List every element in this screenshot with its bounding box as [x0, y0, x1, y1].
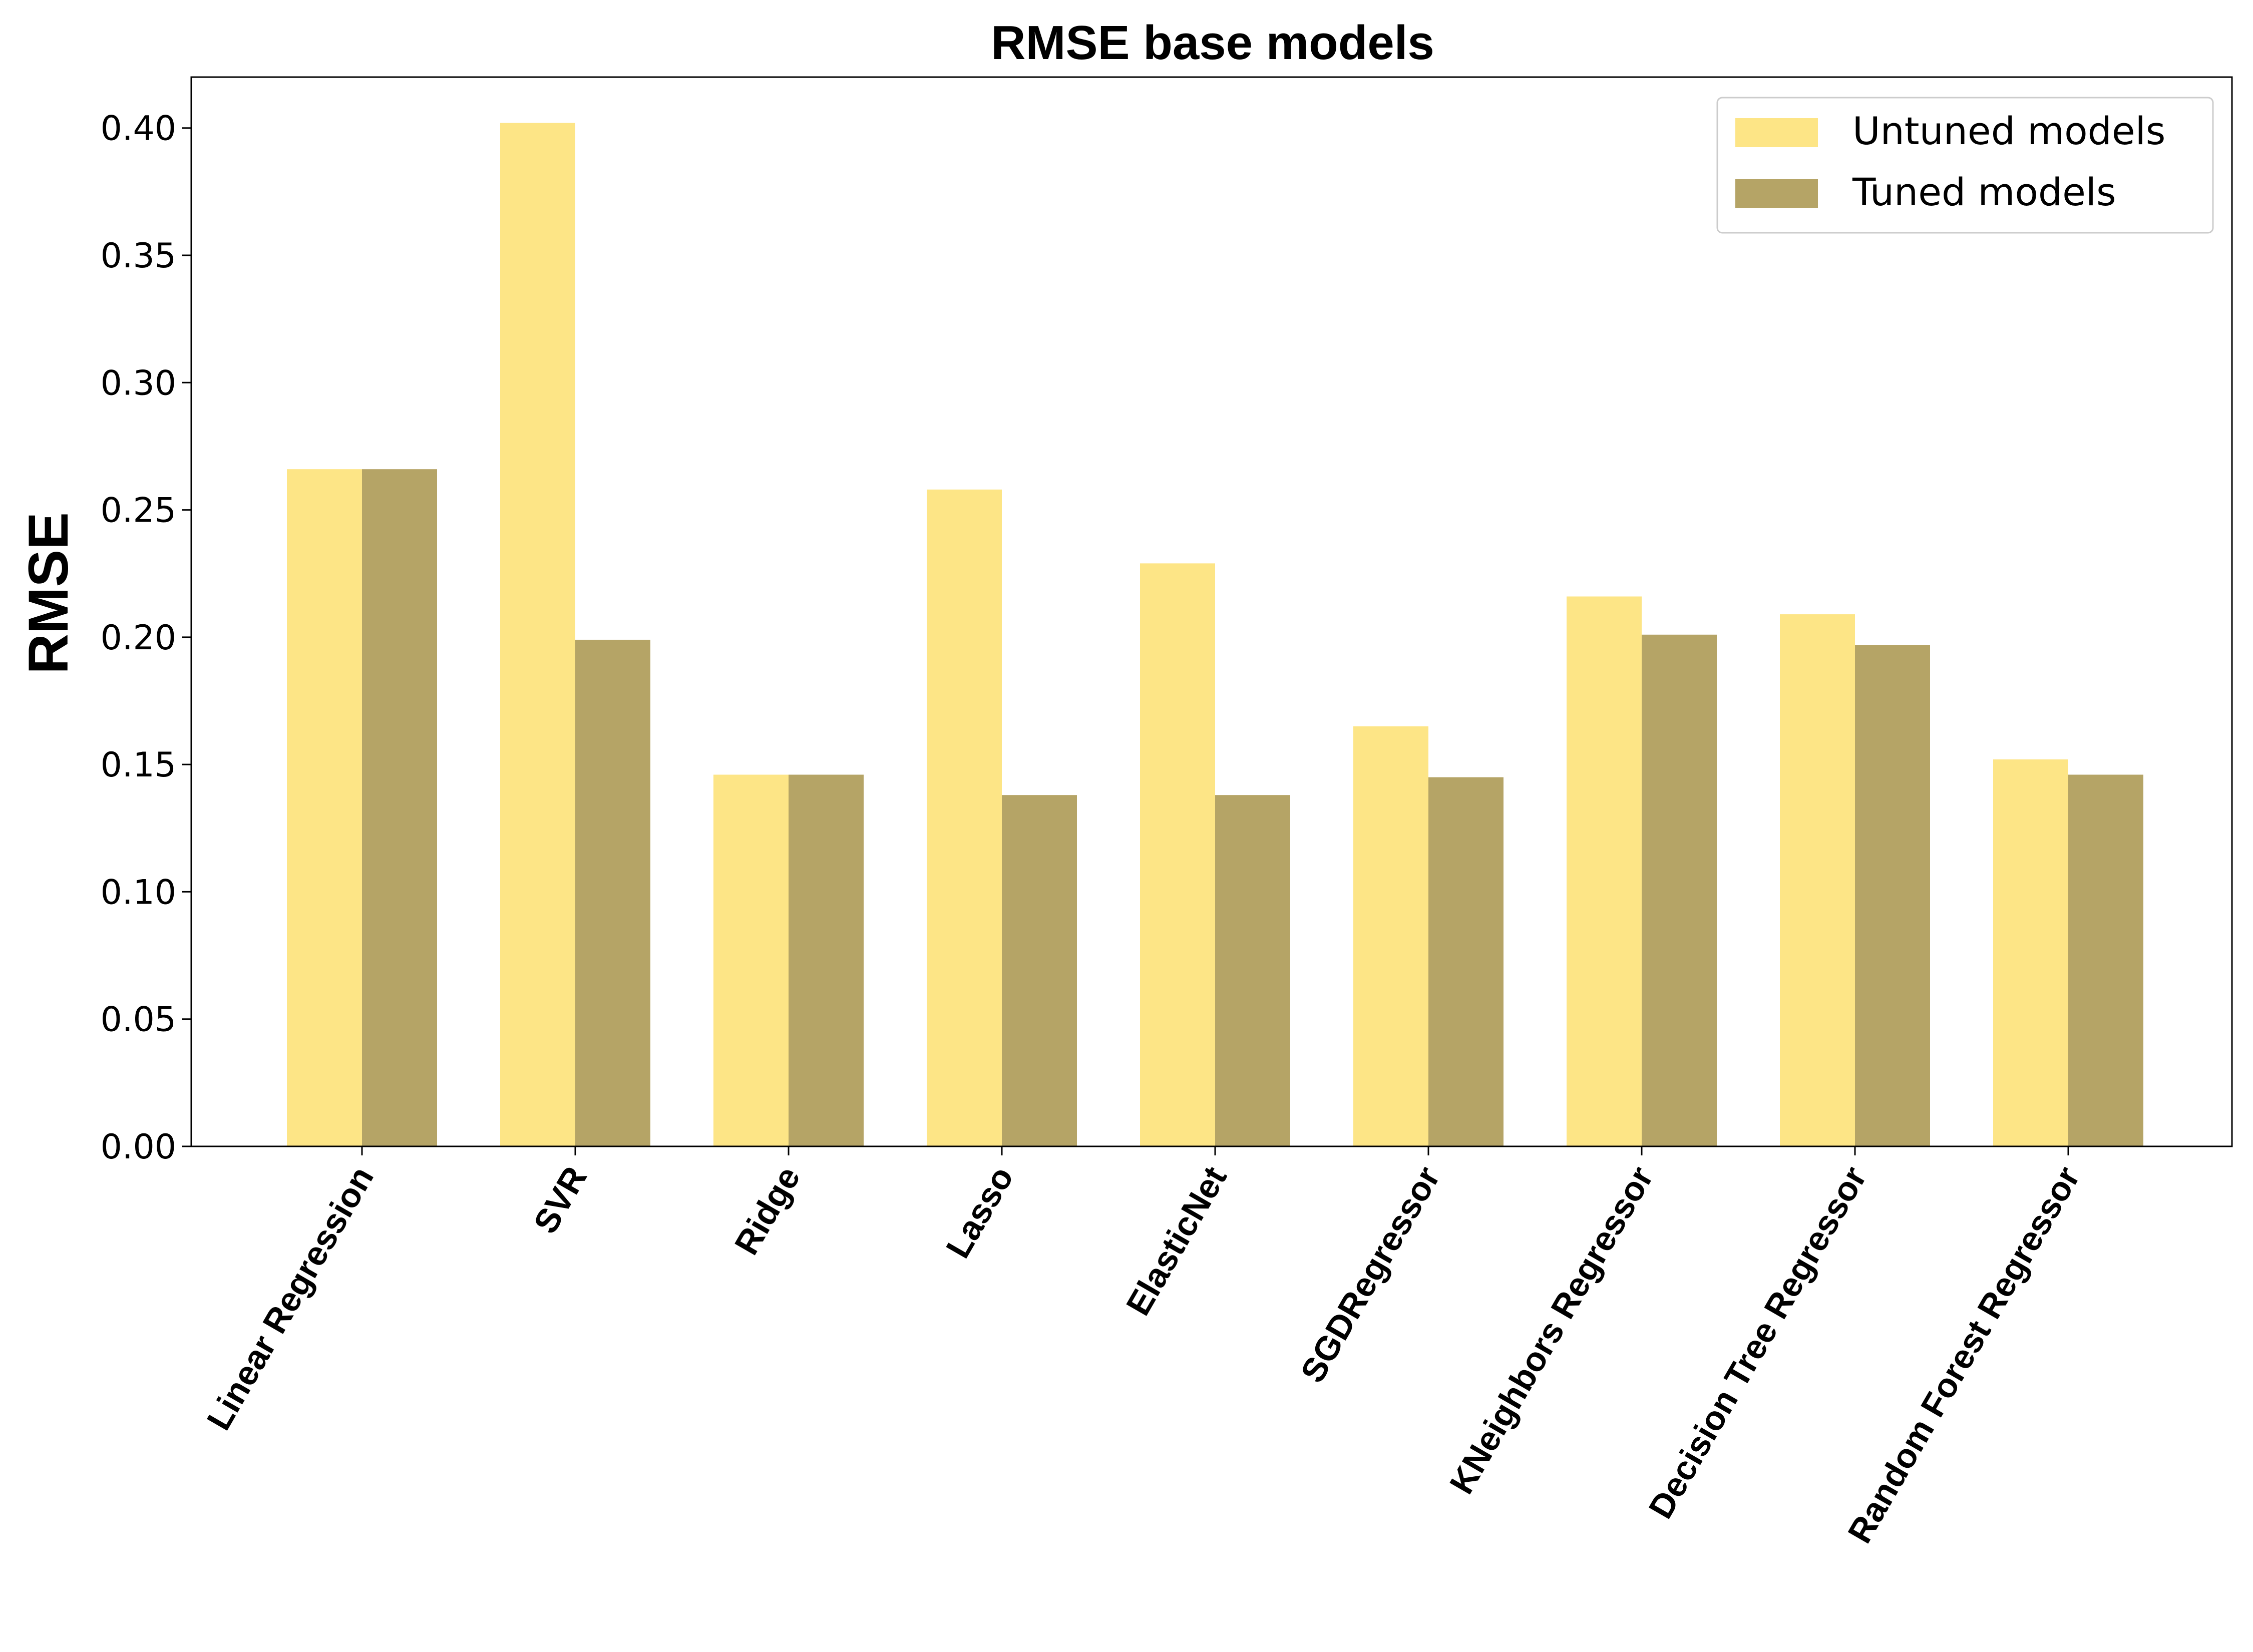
- bar-untuned-8: [1993, 759, 2068, 1146]
- legend-swatch-1: [1735, 179, 1818, 208]
- legend-swatch-0: [1735, 118, 1818, 147]
- y-tick-label-4: 0.20: [101, 618, 176, 658]
- bar-tuned-0: [362, 469, 437, 1147]
- bar-tuned-6: [1642, 634, 1717, 1146]
- y-tick-label-1: 0.05: [101, 1000, 176, 1040]
- y-tick-label-2: 0.10: [101, 873, 176, 912]
- y-tick-label-5: 0.25: [101, 491, 176, 531]
- y-tick-label-7: 0.35: [101, 236, 176, 276]
- x-tick-label-2: Ridge: [727, 1160, 808, 1262]
- legend-label-0: Untuned models: [1852, 109, 2165, 153]
- bar-tuned-4: [1215, 795, 1290, 1146]
- legend-label-1: Tuned models: [1852, 170, 2116, 214]
- bars-group: [287, 123, 2143, 1147]
- bar-tuned-2: [789, 774, 864, 1146]
- y-axis-ticks: 0.00 0.05 0.10 0.15 0.20 0.25 0.30 0.35 0.40: [101, 109, 191, 1167]
- x-tick-label-0: Linear Regression: [200, 1160, 381, 1437]
- y-tick-label-6: 0.30: [101, 363, 176, 403]
- bar-untuned-4: [1140, 563, 1215, 1146]
- bar-untuned-6: [1567, 596, 1642, 1146]
- y-axis-label: RMSE: [17, 512, 80, 674]
- x-tick-label-1: SVR: [526, 1160, 594, 1240]
- x-tick-label-3: Lasso: [939, 1160, 1021, 1265]
- x-tick-label-7: Decision Tree Regressor: [1641, 1160, 1874, 1525]
- y-tick-label-3: 0.15: [101, 745, 176, 785]
- bar-tuned-8: [2068, 774, 2143, 1146]
- bar-tuned-7: [1855, 645, 1930, 1146]
- bar-untuned-5: [1353, 726, 1428, 1146]
- bar-tuned-5: [1428, 777, 1504, 1146]
- x-tick-label-8: Random Forest Regressor: [1840, 1160, 2087, 1550]
- bar-untuned-7: [1780, 614, 1855, 1146]
- x-axis-ticks: Linear Regression SVR Ridge Lasso ElasticNet…: [200, 1146, 2087, 1549]
- bar-tuned-1: [575, 639, 650, 1146]
- x-tick-label-5: SGDRegressor: [1293, 1160, 1447, 1389]
- bar-untuned-1: [500, 123, 575, 1147]
- y-tick-label-0: 0.00: [101, 1127, 176, 1167]
- bar-untuned-2: [713, 774, 789, 1146]
- x-tick-label-4: ElasticNet: [1119, 1160, 1234, 1322]
- legend: Untuned models Tuned models: [1716, 97, 2214, 234]
- x-tick-label-6: KNeighbors Regressor: [1442, 1160, 1661, 1500]
- bar-untuned-0: [287, 469, 362, 1147]
- bar-untuned-3: [927, 489, 1002, 1146]
- plot-frame: [190, 76, 2233, 1147]
- bar-tuned-3: [1002, 795, 1077, 1146]
- legend-box: [1716, 97, 2214, 234]
- chart-title: RMSE base models: [991, 16, 1434, 70]
- y-tick-label-8: 0.40: [101, 109, 176, 149]
